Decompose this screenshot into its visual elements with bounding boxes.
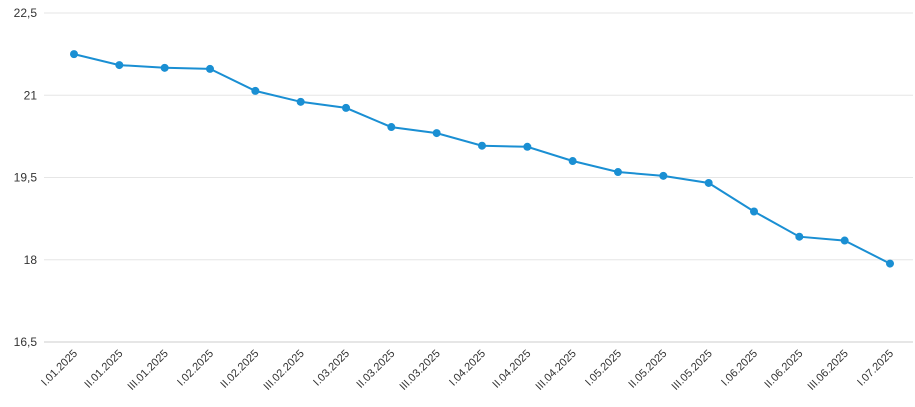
- x-tick-label: II.04.2025: [490, 348, 533, 391]
- data-point[interactable]: [387, 123, 396, 132]
- x-tick-label: II.02.2025: [218, 348, 261, 391]
- x-tick-label: I.05.2025: [583, 348, 624, 389]
- data-point[interactable]: [296, 97, 305, 106]
- x-tick-label: I.07.2025: [855, 348, 896, 389]
- data-point[interactable]: [886, 259, 894, 268]
- x-tick-label: I.01.2025: [39, 348, 80, 389]
- y-tick-label: 19,5: [14, 171, 38, 185]
- y-tick-label: 22,5: [14, 6, 38, 20]
- series-line: [73, 53, 891, 265]
- data-point[interactable]: [795, 232, 804, 241]
- data-point[interactable]: [432, 129, 441, 138]
- data-point[interactable]: [750, 207, 758, 216]
- x-tick-label: III.05.2025: [670, 348, 715, 393]
- x-tick-label: III.04.2025: [534, 348, 579, 393]
- y-tick-label: 21: [24, 88, 38, 102]
- x-tick-label: I.03.2025: [311, 348, 352, 389]
- y-tick-label: 18: [24, 253, 38, 267]
- y-tick-label: 16,5: [14, 335, 38, 349]
- x-tick-label: III.03.2025: [398, 348, 443, 393]
- x-tick-label: II.03.2025: [354, 348, 397, 391]
- data-point[interactable]: [568, 157, 577, 166]
- x-tick-label: I.04.2025: [447, 348, 488, 389]
- y-axis-ticks: 22,5 21 19,5 18 16,5: [14, 6, 38, 349]
- data-point[interactable]: [659, 171, 668, 180]
- x-tick-label: II.06.2025: [762, 348, 805, 391]
- data-point[interactable]: [523, 142, 532, 151]
- gridlines: [44, 12, 913, 343]
- x-tick-label: I.06.2025: [719, 348, 760, 389]
- data-points: [70, 50, 894, 268]
- data-point[interactable]: [206, 64, 214, 73]
- x-tick-label: II.05.2025: [626, 348, 669, 391]
- x-tick-label: I.02.2025: [175, 348, 216, 389]
- x-axis-ticks: I.01.2025 II.01.2025 III.01.2025 I.02.2025 I…: [39, 348, 896, 393]
- data-point[interactable]: [251, 86, 260, 95]
- data-point[interactable]: [840, 236, 849, 245]
- data-point[interactable]: [614, 168, 622, 177]
- x-tick-label: III.02.2025: [262, 348, 307, 393]
- x-tick-label: III.06.2025: [806, 348, 851, 393]
- data-point[interactable]: [704, 178, 713, 187]
- data-point[interactable]: [115, 61, 124, 70]
- x-tick-label: II.01.2025: [82, 348, 125, 391]
- data-point[interactable]: [70, 50, 78, 59]
- x-tick-label: III.01.2025: [126, 348, 171, 393]
- data-point[interactable]: [478, 141, 486, 150]
- data-point[interactable]: [160, 63, 169, 72]
- data-point[interactable]: [342, 103, 350, 112]
